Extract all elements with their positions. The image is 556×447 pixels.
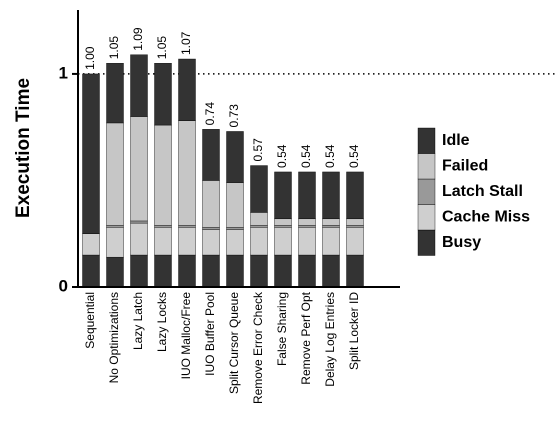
x-tick-label: IUO Malloc/Free	[179, 292, 193, 380]
bar-segment	[154, 227, 172, 256]
bar-segment	[322, 254, 340, 288]
bar-segment	[274, 254, 292, 288]
bar-segment	[226, 182, 244, 228]
total-label: 0.57	[251, 138, 265, 162]
bar-segment	[178, 225, 196, 228]
bar-segment	[274, 218, 292, 226]
bar-segment	[226, 254, 244, 288]
bar-segment	[178, 120, 196, 226]
bar-segment	[346, 225, 364, 228]
bar-segment	[250, 225, 268, 228]
total-label: 0.54	[323, 144, 337, 168]
total-label: 1.05	[107, 36, 121, 60]
bar-segment	[202, 129, 220, 181]
bar-segment	[298, 218, 316, 226]
bar-segment	[178, 254, 196, 288]
bar-segment	[154, 124, 172, 226]
bar-segment	[274, 171, 292, 220]
legend-swatch	[417, 153, 436, 180]
bar-segment	[154, 63, 172, 126]
total-label: 0.73	[227, 104, 241, 128]
total-label: 1.00	[83, 46, 97, 70]
bar-segment	[250, 227, 268, 256]
bar-segment	[130, 254, 148, 288]
bar-segment	[346, 227, 364, 256]
bar-segment	[106, 225, 124, 228]
bar-segment	[106, 227, 124, 258]
bar-segment	[250, 165, 268, 213]
legend-label: Idle	[442, 132, 470, 149]
y-tick-label: 1	[59, 63, 68, 82]
x-tick-label: Delay Log Entries	[323, 292, 337, 387]
bar-segment	[274, 225, 292, 228]
x-tick-label: IUO Buffer Pool	[203, 292, 217, 376]
total-label: 1.07	[179, 31, 193, 55]
bar-segment	[298, 254, 316, 288]
bar-segment	[250, 212, 268, 226]
bar-segment	[346, 254, 364, 288]
bar-segment	[106, 256, 124, 288]
bar-segment	[154, 254, 172, 288]
bar-segment	[82, 254, 100, 288]
bar-segment	[82, 73, 100, 234]
x-tick-label: Remove Error Check	[251, 291, 265, 404]
total-label: 1.09	[131, 27, 145, 51]
bar-segment	[322, 218, 340, 226]
legend-label: Busy	[442, 234, 481, 251]
bar-segment	[82, 233, 100, 256]
y-tick-label: 0	[59, 276, 68, 295]
x-tick-label: Remove Perf Opt	[299, 291, 313, 384]
bar-segment	[226, 229, 244, 256]
legend-swatch	[417, 229, 436, 256]
x-tick-label: Lazy Latch	[131, 292, 145, 350]
bar-segment	[106, 63, 124, 124]
bar-segment	[106, 122, 124, 226]
bar-segment	[298, 227, 316, 256]
bar-segment	[130, 220, 148, 224]
bar-segment	[202, 180, 220, 228]
x-tick-label: Split Locker ID	[347, 292, 361, 370]
bar-segment	[154, 225, 172, 228]
bar-segment	[274, 227, 292, 256]
bar-segment	[346, 218, 364, 226]
total-label: 0.54	[347, 144, 361, 168]
bar-segment	[178, 227, 196, 256]
bar-segment	[322, 225, 340, 228]
x-tick-label: Split Cursor Queue	[227, 292, 241, 394]
x-tick-label: Lazy Locks	[155, 292, 169, 352]
legend-label: Cache Miss	[442, 208, 530, 225]
legend-label: Failed	[442, 157, 488, 174]
total-label: 0.54	[299, 144, 313, 168]
y-axis-label: Execution Time	[13, 78, 34, 218]
bar-segment	[202, 229, 220, 256]
bar-segment	[298, 171, 316, 220]
total-label: 0.54	[275, 144, 289, 168]
total-label: 0.74	[203, 102, 217, 126]
legend-swatch	[417, 204, 436, 231]
legend-swatch	[417, 178, 436, 205]
bar-segment	[346, 171, 364, 220]
x-tick-label: No Optimizations	[107, 292, 121, 383]
bar-segment	[130, 222, 148, 256]
x-tick-label: Sequential	[83, 292, 97, 349]
total-label: 1.05	[155, 36, 169, 60]
bar-segment	[226, 227, 244, 230]
bar-segment	[130, 116, 148, 222]
x-tick-label: False Sharing	[275, 292, 289, 366]
bar-segment	[178, 58, 196, 121]
bar-segment	[298, 225, 316, 228]
legend-label: Latch Stall	[442, 183, 523, 200]
bar-segment	[226, 131, 244, 183]
bar-segment	[202, 254, 220, 288]
bar-segment	[130, 54, 148, 117]
bar-segment	[322, 171, 340, 220]
legend-swatch	[417, 127, 436, 154]
bar-segment	[322, 227, 340, 256]
bar-segment	[202, 227, 220, 230]
bar-segment	[250, 254, 268, 288]
